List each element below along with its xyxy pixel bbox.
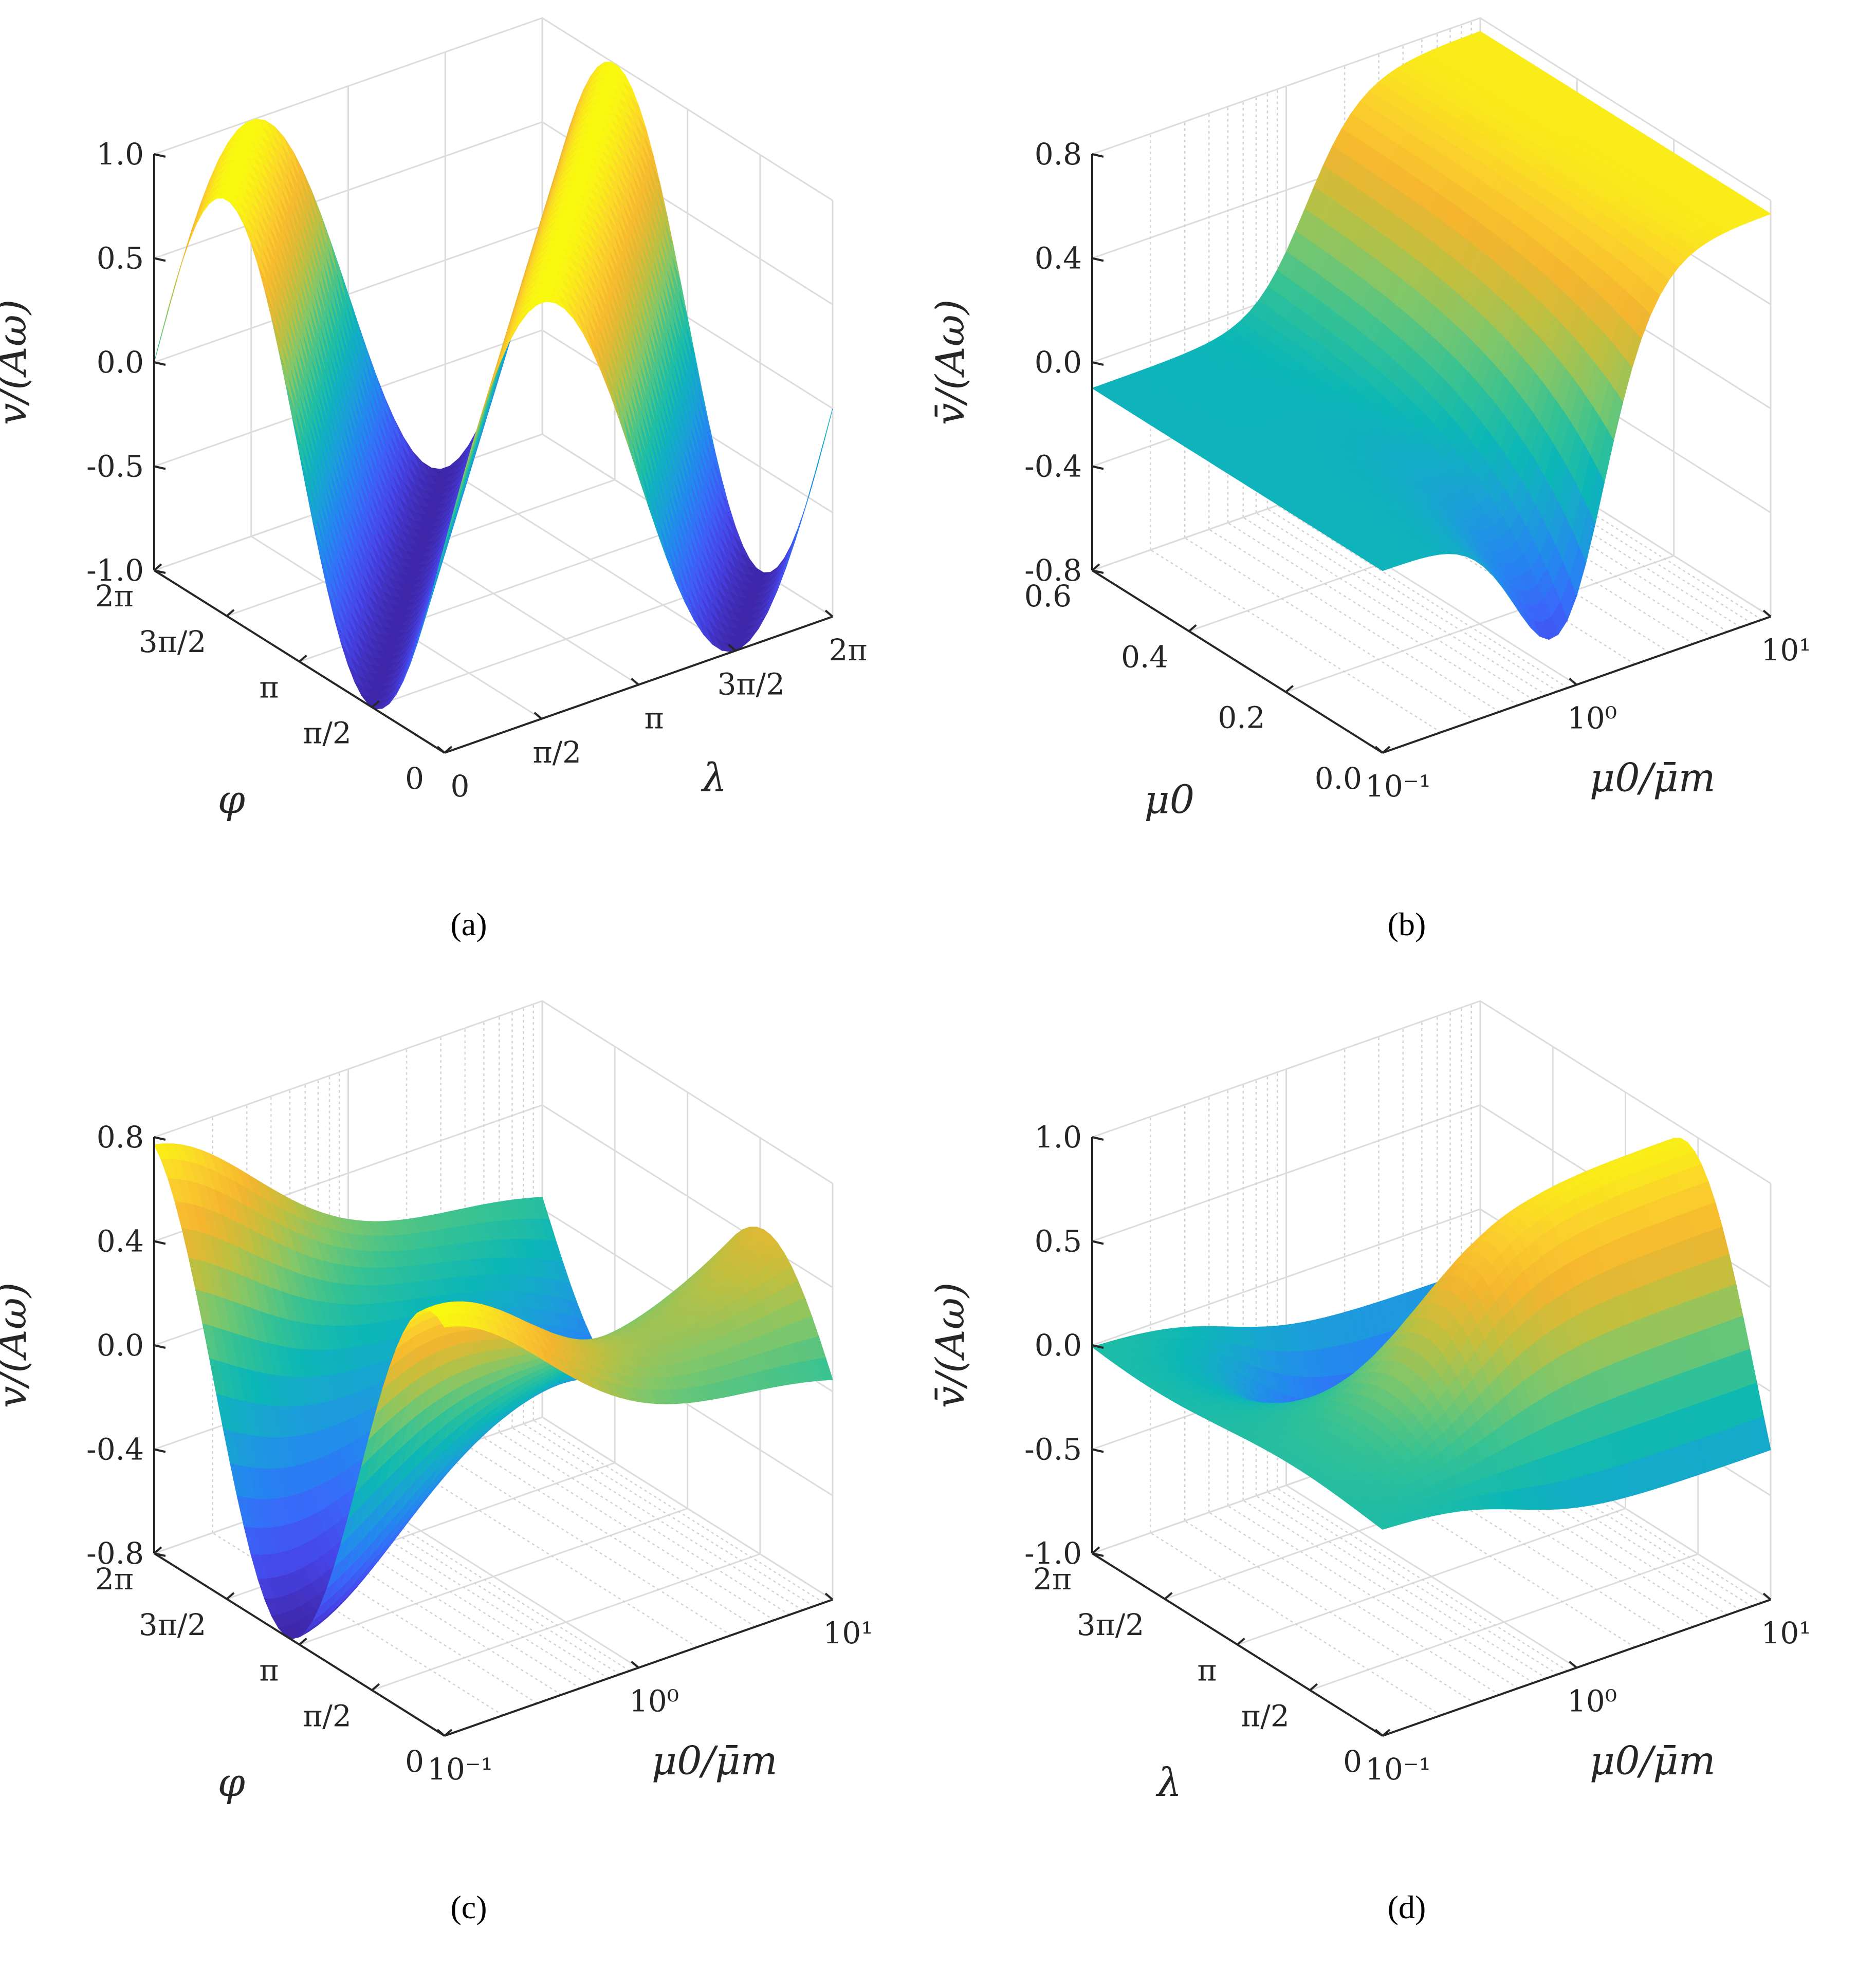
y-tick-label: 0.6 [1024, 579, 1072, 614]
x-axis-label: λ [701, 754, 727, 800]
panel-c: 0.80.40.0-0.4-0.810⁻¹10⁰10¹0π/2π3π/22πv̄… [0, 1000, 873, 1925]
y-tick-label: 0 [405, 761, 424, 796]
panel-b: 0.80.40.0-0.4-0.810⁻¹10⁰10¹0.00.20.40.6v… [927, 17, 1811, 942]
z-tick-label: 0.0 [1035, 345, 1082, 380]
z-tick-label: 0.4 [1035, 241, 1082, 276]
y-tick-label: 2π [95, 579, 134, 614]
y-axis-label: φ [218, 776, 245, 822]
x-tick-label: 10¹ [1761, 633, 1811, 667]
panel-caption: (a) [450, 906, 487, 942]
y-tick-label: 0.2 [1218, 700, 1265, 735]
x-tick-label: 10⁻¹ [1365, 769, 1431, 804]
y-tick-label: 3π/2 [139, 624, 206, 659]
y-tick-label: π [259, 670, 279, 705]
z-tick-label: -0.5 [86, 449, 144, 484]
z-tick-label: 0.5 [97, 241, 144, 276]
panel-a: 1.00.50.0-0.5-1.00π/2π3π/22π0π/2π3π/22πv… [0, 17, 868, 942]
y-tick-label: 0.0 [1315, 761, 1362, 796]
z-tick-label: -0.4 [1024, 449, 1082, 484]
x-axis-label: μ0/μ̄m [1590, 754, 1716, 800]
x-tick-label: π [644, 701, 664, 736]
y-tick-label: 0.4 [1121, 639, 1168, 674]
surface-b [1091, 31, 1772, 640]
surface-a [154, 61, 833, 710]
z-tick-label: 0.0 [97, 345, 144, 380]
y-tick-label: π/2 [303, 715, 352, 750]
x-tick-label: 3π/2 [718, 666, 785, 701]
z-tick-label: 0.8 [1035, 137, 1082, 172]
x-tick-label: π/2 [532, 735, 581, 770]
x-tick-label: 10⁰ [1567, 701, 1617, 736]
z-axis-label: v̄/(Aω) [927, 300, 973, 425]
x-tick-label: 2π [829, 633, 867, 667]
x-tick-label: 0 [451, 769, 470, 804]
z-tick-label: 1.0 [97, 137, 144, 172]
panel-caption: (b) [1388, 906, 1426, 942]
y-axis-label: μ0 [1144, 776, 1194, 822]
z-axis-label: v̄/(Aω) [0, 300, 35, 425]
